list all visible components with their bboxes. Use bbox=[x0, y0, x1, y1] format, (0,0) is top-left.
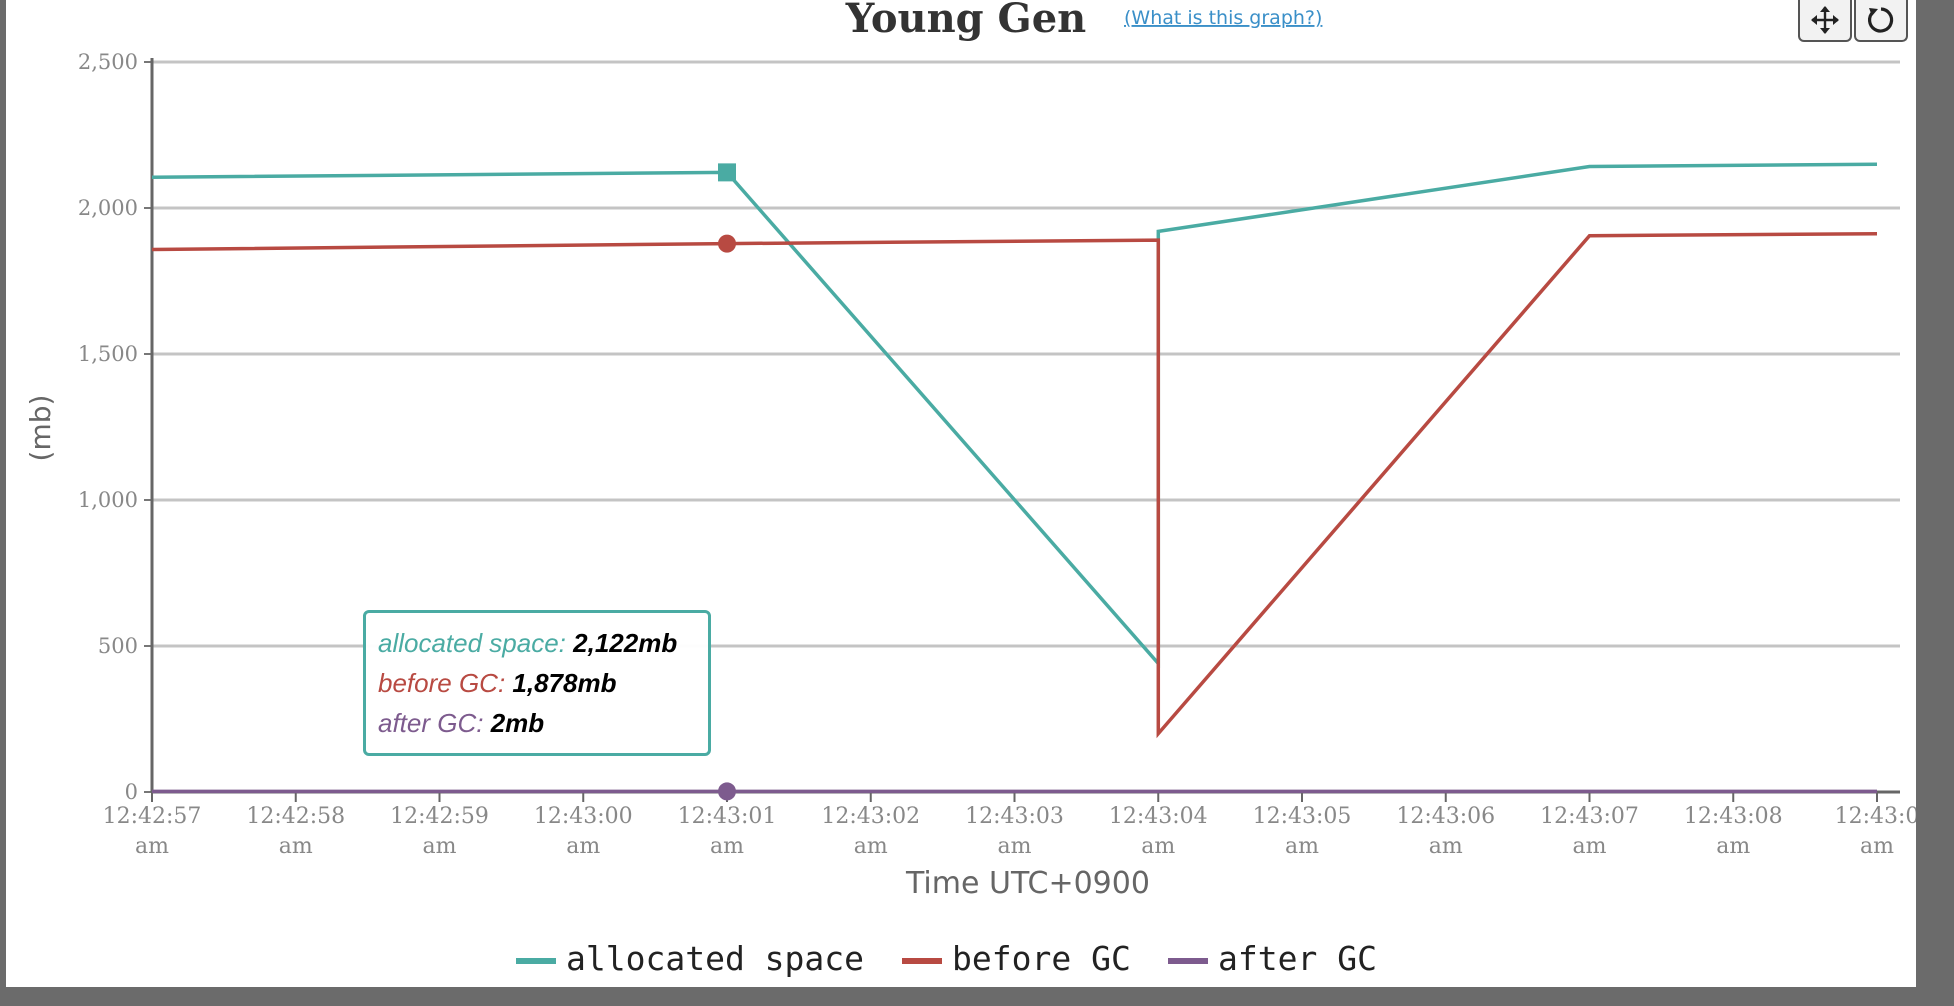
x-tick-ampm-label: am bbox=[1860, 834, 1894, 859]
x-tick-label: 12:42:57 bbox=[103, 804, 202, 829]
legend-label-allocated-space: allocated space bbox=[566, 939, 864, 978]
y-tick-label: 500 bbox=[98, 634, 138, 658]
y-tick-label: 0 bbox=[125, 780, 138, 804]
y-axis-title: (mb) bbox=[24, 395, 57, 462]
x-tick-label: 12:42:58 bbox=[246, 804, 345, 829]
x-tick-ampm-label: am bbox=[998, 834, 1032, 859]
y-tick-label: 2,500 bbox=[78, 50, 138, 74]
tooltip-value: 2,122mb bbox=[573, 628, 678, 658]
reset-rotate-icon bbox=[1867, 7, 1894, 33]
x-tick-label: 12:43:00 bbox=[534, 804, 633, 829]
x-tick-ampm-label: am bbox=[279, 834, 313, 859]
reset-button[interactable] bbox=[1854, 0, 1908, 42]
x-tick-ampm-label: am bbox=[710, 834, 744, 859]
young-gen-chart: 0 500 1,000 1,500 2,000 2,500 12:42:57 am 12:42:… bbox=[24, 0, 1916, 978]
move-arrows-icon bbox=[1811, 6, 1839, 34]
y-tick-label: 1,000 bbox=[78, 488, 138, 512]
y-tick-label: 2,000 bbox=[78, 196, 138, 220]
hover-marker-after-gc bbox=[718, 782, 736, 801]
x-tick-ampm-label: am bbox=[1429, 834, 1463, 859]
x-tick-label: 12:43:07 bbox=[1540, 804, 1639, 829]
tooltip-value: 1,878mb bbox=[512, 668, 617, 698]
hover-marker-before-gc bbox=[718, 234, 736, 253]
tooltip-row-allocated-space: allocated space: 2,122mb bbox=[378, 623, 696, 663]
x-tick-ampm-label: am bbox=[1285, 834, 1319, 859]
tooltip-row-after-gc: after GC: 2mb bbox=[378, 703, 696, 743]
tooltip-label: allocated space: bbox=[378, 628, 566, 658]
y-tick-label: 1,500 bbox=[78, 342, 138, 366]
x-tick-label: 12:43:08 bbox=[1684, 804, 1783, 829]
x-tick-ampm-label: am bbox=[135, 834, 169, 859]
x-tick-label: 12:43:02 bbox=[821, 804, 920, 829]
x-tick-label: 12:43:0 bbox=[1835, 804, 1916, 829]
what-is-this-graph-link[interactable]: (What is this graph?) bbox=[1124, 7, 1322, 29]
legend-label-after-gc: after GC bbox=[1218, 939, 1377, 978]
hover-marker-allocated-space bbox=[718, 163, 736, 182]
series-line-allocated-space bbox=[151, 162, 1878, 669]
tooltip-label: after GC: bbox=[378, 708, 484, 738]
x-tick-ampm-label: am bbox=[1573, 834, 1607, 859]
chart-panel: 0 500 1,000 1,500 2,000 2,500 12:42:57 am 12:42:… bbox=[6, 0, 1916, 987]
x-tick-label: 12:43:05 bbox=[1253, 804, 1352, 829]
x-tick-ampm-label: am bbox=[854, 834, 888, 859]
tooltip-value: 2mb bbox=[490, 708, 545, 738]
x-tick-label: 12:43:04 bbox=[1109, 804, 1208, 829]
tooltip-row-before-gc: before GC: 1,878mb bbox=[378, 663, 696, 703]
x-tick-label: 12:43:03 bbox=[965, 804, 1064, 829]
chart-title: Young Gen bbox=[845, 0, 1087, 42]
x-tick-label: 12:43:06 bbox=[1396, 804, 1495, 829]
x-tick-label: 12:42:59 bbox=[390, 804, 489, 829]
x-axis-title: Time UTC+0900 bbox=[905, 866, 1150, 901]
x-tick-label: 12:43:01 bbox=[678, 804, 777, 829]
x-tick-ampm-label: am bbox=[1716, 834, 1750, 859]
legend: allocated space before GC after GC bbox=[516, 939, 1377, 978]
x-tick-ampm-label: am bbox=[1141, 834, 1175, 859]
x-tick-ampm-label: am bbox=[423, 834, 457, 859]
legend-label-before-gc: before GC bbox=[952, 939, 1131, 978]
x-tick-ampm-label: am bbox=[566, 834, 600, 859]
series-line-before-gc bbox=[151, 231, 1878, 739]
pan-button[interactable] bbox=[1798, 0, 1852, 42]
hover-tooltip: allocated space: 2,122mb before GC: 1,87… bbox=[363, 610, 711, 756]
tooltip-label: before GC: bbox=[378, 668, 506, 698]
